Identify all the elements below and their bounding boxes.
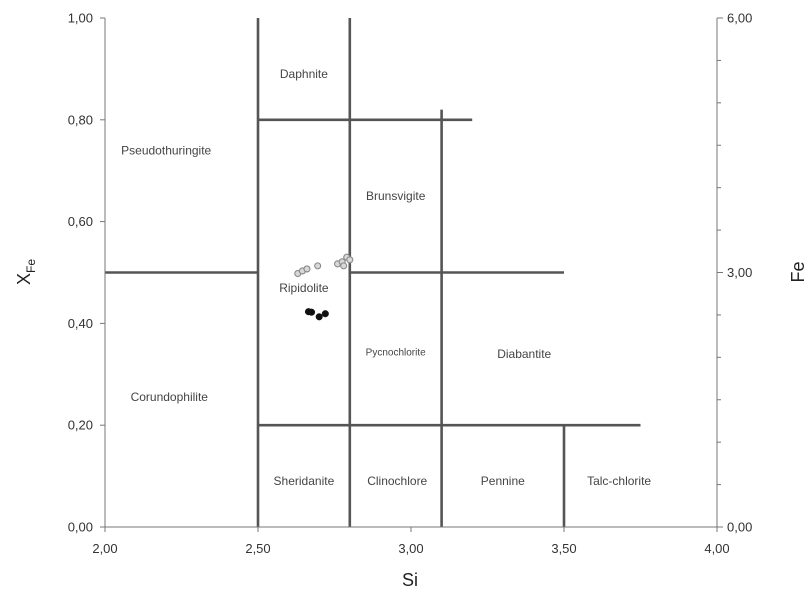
y-tick-label: 0,40 (68, 316, 93, 331)
region-labels: Daphnite Pseudothuringite Brunsvigite Ripid… (121, 67, 651, 488)
open-circle-point (346, 256, 354, 264)
filled-circle-point (321, 310, 329, 318)
region-label-pycnochlorite: Pycnochlorite (366, 347, 426, 358)
filled-circle-point (308, 308, 316, 316)
open-circle-point (314, 262, 322, 270)
y-tick-label: 0,60 (68, 214, 93, 229)
region-label-brunsvigite: Brunsvigite (366, 189, 426, 203)
x-tick-label: 3,00 (398, 541, 423, 556)
x-tick-label: 3,50 (551, 541, 576, 556)
region-label-ripidolite: Ripidolite (279, 281, 329, 295)
y-tick-label: 0,80 (68, 112, 93, 127)
x-tick-label: 4,00 (704, 541, 729, 556)
x-axis-title: Si (402, 570, 418, 590)
y2-tick-label: 3,00 (727, 265, 752, 280)
y-axis-title-subscript: Fe (24, 259, 38, 273)
region-label-clinochlore: Clinochlore (367, 474, 427, 488)
region-label-pseudothuringite: Pseudothuringite (121, 143, 211, 157)
x-tick-label: 2,50 (245, 541, 270, 556)
y-tick-label: 1,00 (68, 11, 93, 26)
region-label-talc-chlorite: Talc-chlorite (587, 474, 651, 488)
y2-tick-label: 0,00 (727, 520, 752, 535)
open-circle-point (340, 262, 348, 270)
open-circle-point (303, 265, 311, 273)
region-label-daphnite: Daphnite (280, 67, 328, 81)
region-label-diabantite: Diabantite (497, 347, 551, 361)
region-label-corundophilite: Corundophilite (131, 390, 209, 404)
region-label-pennine: Pennine (481, 474, 525, 488)
filled-circle-point (315, 313, 323, 321)
y2-axis-title: Fe (788, 261, 808, 282)
region-label-sheridanite: Sheridanite (274, 474, 335, 488)
x-tick-label: 2,00 (92, 541, 117, 556)
y-tick-label: 0,00 (68, 520, 93, 535)
y-tick-label: 0,20 (68, 418, 93, 433)
ticks: 2,00 2,50 3,00 3,50 4,00 0,00 0,20 0,40 0,60 0,80… (68, 11, 753, 557)
boundary-lines (105, 18, 641, 527)
y2-tick-label: 6,00 (727, 11, 752, 26)
data-points (294, 253, 354, 321)
y-axis-title: XFe (14, 259, 38, 285)
y-axis-title-main: X (14, 273, 34, 285)
